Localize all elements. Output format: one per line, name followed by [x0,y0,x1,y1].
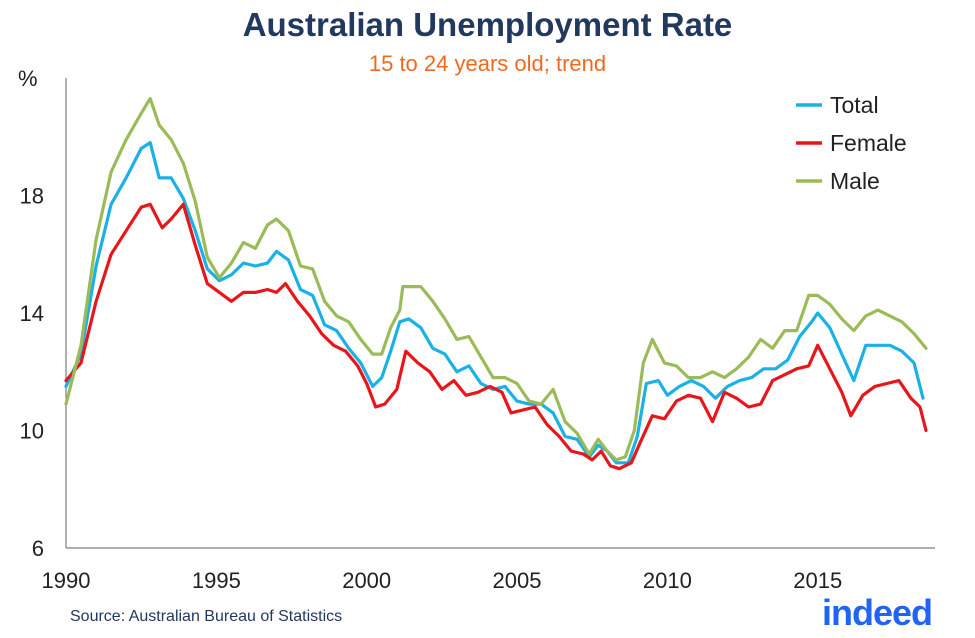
x-tick-label: 1990 [42,568,91,593]
y-tick-label: 10 [20,419,44,444]
chart-legend: Total Female Male [796,92,907,194]
chart-series [64,97,928,471]
series-line-male [64,97,928,462]
y-axis-label: % [18,66,38,91]
x-tick-label: 2005 [493,568,542,593]
x-tick-label: 1995 [192,568,241,593]
y-tick-label: 18 [20,184,44,209]
legend-label-female: Female [830,130,907,156]
legend-label-total: Total [830,92,879,118]
y-tick-label: 6 [32,536,44,561]
source-note: Source: Australian Bureau of Statistics [70,608,343,625]
x-tick-label: 2000 [342,568,391,593]
series-line-total [64,141,925,465]
chart-axes: % 6 10 14 18 1990 1995 2000 2005 2010 2015 [18,66,935,593]
series-line-female [64,202,928,471]
chart-subtitle: 15 to 24 years old; trend [368,51,607,76]
y-tick-label: 14 [20,301,44,326]
legend-label-male: Male [830,168,880,194]
indeed-logo: indeed [822,592,933,633]
x-tick-label: 2015 [793,568,842,593]
x-tick-label: 2010 [643,568,692,593]
chart-title: Australian Unemployment Rate [242,6,733,43]
